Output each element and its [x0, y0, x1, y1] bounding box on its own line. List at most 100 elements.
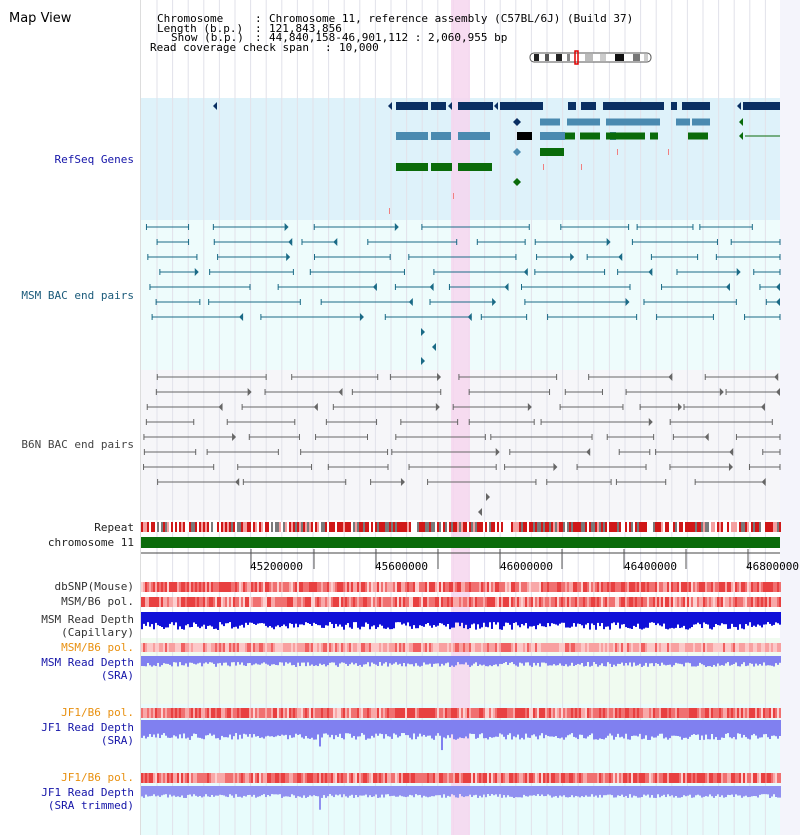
- repeat-segment: [739, 522, 741, 532]
- jf1-pol-segment: [361, 773, 363, 783]
- dbsnp-segment: [441, 582, 443, 592]
- ideogram-position-marker: [574, 50, 579, 65]
- msm-pol-segment: [517, 643, 519, 652]
- dbsnp-segment: [223, 582, 225, 592]
- msm-depth-capillary-bar: [503, 612, 505, 627]
- dbsnp-segment: [343, 582, 345, 592]
- jf1-pol-segment: [265, 708, 267, 718]
- msm-depth-sra-bar: [733, 656, 735, 664]
- msm-depth-sra-bar: [391, 656, 393, 665]
- msm-pol-segment: [539, 643, 541, 652]
- jf1-depth-trimmed-bar: [659, 786, 661, 798]
- dbsnp-segment: [751, 582, 753, 592]
- msm-depth-sra-bar: [723, 656, 725, 666]
- track-label-refseq[interactable]: RefSeq Genes: [54, 153, 134, 166]
- dbsnp-segment: [743, 582, 745, 592]
- msm-pol-segment: [407, 643, 409, 652]
- dbsnp-segment: [675, 582, 677, 592]
- repeat-segment: [595, 522, 597, 532]
- jf1-pol-segment: [759, 773, 761, 783]
- msm-pol-segment: [691, 597, 693, 607]
- msm-pol-segment: [289, 597, 291, 607]
- jf1-pol-segment: [659, 708, 661, 718]
- msm-depth-sra-bar: [505, 656, 507, 663]
- msm-pol-segment: [693, 643, 695, 652]
- dbsnp-segment: [387, 582, 389, 592]
- gene-exon-block: [606, 132, 645, 140]
- jf1-pol-segment: [227, 708, 229, 718]
- dbsnp-segment: [639, 582, 641, 592]
- jf1-pol-segment: [591, 773, 593, 783]
- dbsnp-segment: [181, 582, 183, 592]
- msm-pol-segment: [349, 597, 351, 607]
- msm-pol-segment: [643, 597, 645, 607]
- gene-exon-block: [692, 118, 710, 126]
- msm-pol-segment: [175, 643, 177, 652]
- msm-pol-segment: [729, 597, 731, 607]
- msm-depth-capillary-bar: [737, 612, 739, 630]
- dbsnp-segment: [409, 582, 411, 592]
- msm-pol-segment: [435, 643, 437, 652]
- jf1-depth-sra-bar: [361, 720, 363, 734]
- jf1-depth-trimmed-bar: [489, 786, 491, 796]
- jf1-pol-segment: [207, 708, 209, 718]
- strand-arrow: [553, 463, 558, 471]
- dbsnp-segment: [589, 582, 591, 592]
- jf1-depth-trimmed-bar: [501, 786, 503, 798]
- msm-depth-capillary-bar: [659, 612, 661, 626]
- msm-pol-segment: [677, 597, 679, 607]
- jf1-depth-trimmed-bar: [629, 786, 631, 795]
- dbsnp-segment: [719, 582, 721, 592]
- jf1-depth-sra-bar: [665, 720, 667, 738]
- dbsnp-segment: [247, 582, 249, 592]
- jf1-depth-trimmed-bar: [395, 786, 397, 797]
- repeat-segment: [593, 522, 595, 532]
- msm-depth-sra-bar: [471, 656, 473, 666]
- jf1-pol-segment: [459, 708, 461, 718]
- msm-pol-segment: [517, 597, 519, 607]
- jf1-depth-trimmed-bar: [429, 786, 431, 797]
- strand-arrow: [486, 493, 490, 501]
- repeat-segment: [197, 522, 199, 532]
- msm-pol-segment: [205, 597, 207, 607]
- msm-pol-segment: [739, 643, 741, 652]
- jf1-pol-segment: [267, 708, 269, 718]
- jf1-pol-segment: [239, 773, 241, 783]
- repeat-segment: [405, 522, 407, 532]
- jf1-depth-sra-bar: [571, 720, 573, 734]
- jf1-depth-trimmed-bar: [633, 786, 635, 796]
- msm-depth-sra-bar: [657, 656, 659, 664]
- dbsnp-segment: [651, 582, 653, 592]
- strand-arrow: [618, 253, 623, 261]
- msm-depth-capillary-bar: [341, 612, 343, 627]
- msm-depth-sra-bar: [561, 656, 563, 666]
- msm-depth-sra-bar: [385, 656, 387, 663]
- jf1-pol-segment: [571, 708, 573, 718]
- msm-depth-sra-bar: [253, 656, 255, 665]
- jf1-pol-segment: [663, 708, 665, 718]
- jf1-depth-sra-bar: [481, 720, 483, 734]
- track-label-msm-bac[interactable]: MSM BAC end pairs: [21, 289, 134, 302]
- msm-pol-segment: [763, 643, 765, 652]
- jf1-pol-segment: [493, 773, 495, 783]
- jf1-pol-segment: [397, 708, 399, 718]
- jf1-pol-segment: [741, 773, 743, 783]
- jf1-pol-segment: [515, 708, 517, 718]
- jf1-depth-trimmed-bar: [753, 786, 755, 797]
- track-label-b6n-bac[interactable]: B6N BAC end pairs: [21, 438, 134, 451]
- msm-pol-segment: [287, 597, 289, 607]
- chromosome-bar: [141, 537, 780, 548]
- jf1-pol-segment: [665, 773, 667, 783]
- dbsnp-segment: [185, 582, 187, 592]
- dbsnp-segment: [633, 582, 635, 592]
- jf1-depth-sra-bar: [699, 720, 701, 740]
- jf1-depth-trimmed-bar: [667, 786, 669, 795]
- msm-pol-segment: [709, 597, 711, 607]
- jf1-pol-segment: [229, 708, 231, 718]
- track-label-jf1-trim-sub: (SRA trimmed): [47, 799, 134, 812]
- repeat-segment: [571, 522, 573, 532]
- msm-pol-segment: [577, 643, 579, 652]
- msm-depth-sra-bar: [469, 656, 471, 667]
- msm-depth-capillary-bar: [419, 612, 421, 626]
